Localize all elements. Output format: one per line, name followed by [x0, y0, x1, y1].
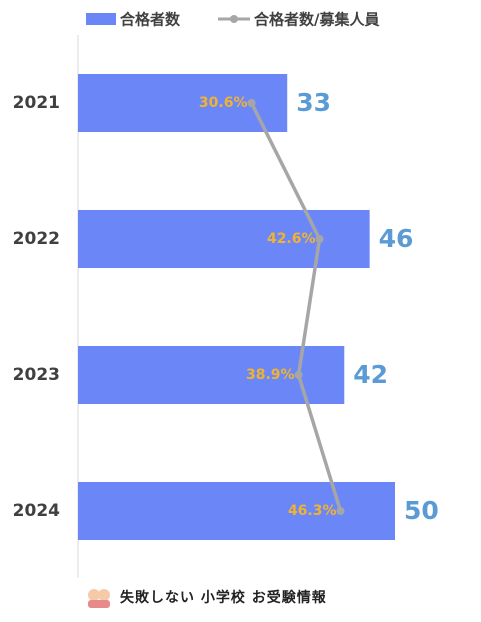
bar: [78, 482, 395, 540]
footer-text: 失敗しない 小学校 お受験情報: [120, 589, 327, 606]
line-value-label: 46.3%: [288, 503, 337, 519]
bar: [78, 74, 288, 132]
bar-value-label: 50: [404, 496, 439, 525]
line-point: [294, 371, 303, 379]
legend-label: 合格者数: [119, 11, 181, 29]
legend-label: 合格者数/募集人員: [253, 11, 379, 29]
bar-value-label: 42: [353, 360, 388, 389]
line: [249, 102, 343, 512]
y-tick-label: 2021: [13, 93, 60, 113]
footer-icon: [88, 589, 110, 608]
y-tick-label: 2022: [13, 229, 60, 249]
line-point: [247, 99, 256, 107]
line-point: [336, 507, 345, 515]
legend-swatch: [230, 15, 238, 23]
y-tick-label: 2023: [13, 365, 60, 385]
bar-value-label: 46: [379, 224, 414, 253]
bar: [78, 210, 370, 268]
line-value-label: 30.6%: [199, 95, 248, 111]
line-point: [315, 235, 324, 243]
bar-value-label: 33: [296, 88, 331, 117]
y-tick-label: 2024: [13, 501, 60, 521]
line-value-label: 38.9%: [246, 367, 295, 383]
legend-swatch: [86, 13, 116, 25]
line-value-label: 42.6%: [267, 231, 316, 247]
